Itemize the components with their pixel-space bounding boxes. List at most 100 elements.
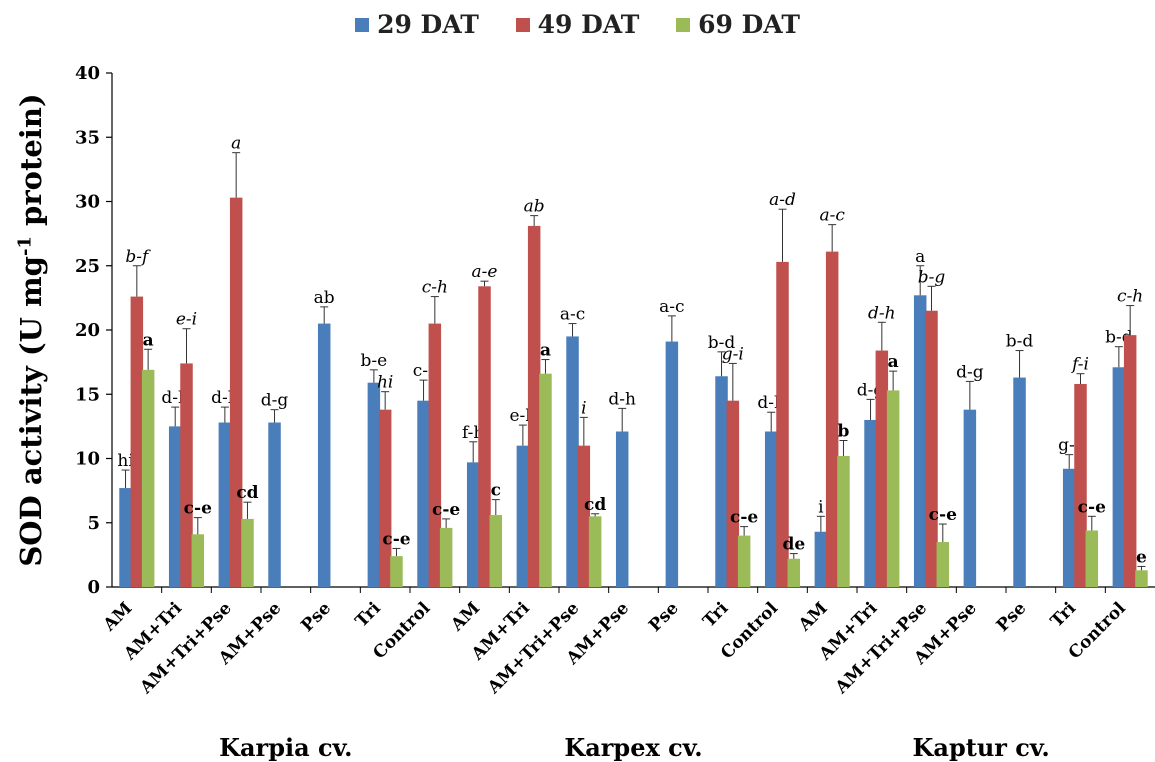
- bar: [478, 286, 491, 587]
- bar: [241, 519, 254, 587]
- x-tick-label: Pse: [297, 598, 335, 636]
- bar: [887, 390, 900, 587]
- bar: [616, 432, 629, 587]
- significance-letter: c-e: [184, 499, 212, 519]
- bar: [578, 446, 591, 587]
- bar: [1063, 469, 1076, 587]
- significance-letter: d-g: [261, 391, 289, 411]
- x-tick-label: Tri: [352, 598, 385, 631]
- y-tick-label: 25: [75, 256, 100, 277]
- significance-letter: d-g: [956, 362, 984, 382]
- significance-letter: c-e: [730, 508, 758, 528]
- bar: [390, 556, 403, 587]
- bar: [1113, 367, 1126, 587]
- bar: [219, 423, 232, 587]
- bar: [666, 342, 679, 587]
- y-tick-label: 30: [75, 192, 100, 213]
- significance-letter: a: [231, 134, 241, 154]
- significance-letter: a-c: [659, 297, 684, 317]
- bar: [1135, 570, 1148, 587]
- bar: [826, 252, 839, 587]
- bar: [727, 401, 740, 587]
- significance-letter: b: [838, 422, 850, 442]
- bar: [368, 383, 381, 587]
- bar: [937, 542, 950, 587]
- significance-letter: de: [782, 535, 805, 555]
- significance-letter: ab: [524, 197, 545, 217]
- bar: [925, 311, 938, 587]
- bar: [815, 532, 828, 587]
- y-tick-label: 15: [75, 384, 100, 405]
- x-tick-label: Pse: [993, 598, 1031, 636]
- significance-letter: cd: [236, 483, 258, 503]
- bar: [528, 226, 541, 587]
- significance-letter: ab: [314, 288, 335, 308]
- bar: [1013, 378, 1026, 587]
- significance-letter: f-i: [1070, 355, 1089, 375]
- x-tick-label: Tri: [699, 598, 732, 631]
- significance-letter: d-h: [608, 389, 636, 409]
- bar: [715, 376, 728, 587]
- bar: [517, 446, 530, 587]
- group-label-karpex: Karpex cv.: [564, 733, 702, 762]
- significance-letter: b-f: [125, 247, 151, 267]
- y-tick-label: 5: [87, 513, 100, 534]
- significance-letter: g-i: [722, 344, 744, 364]
- bar: [738, 536, 751, 587]
- significance-letter: c-e: [432, 500, 460, 520]
- x-tick-label: Pse: [645, 598, 683, 636]
- bar: [964, 410, 977, 587]
- bar: [119, 488, 131, 587]
- y-tick-label: 20: [75, 320, 100, 341]
- bar: [589, 516, 602, 587]
- significance-letter: b-d: [1006, 332, 1034, 352]
- bar: [566, 336, 579, 587]
- bar: [169, 426, 182, 587]
- y-tick-label: 35: [75, 127, 100, 148]
- bar: [788, 559, 801, 587]
- bar: [837, 456, 850, 587]
- significance-letter: e: [1136, 547, 1147, 567]
- significance-letter: b-g: [918, 267, 946, 287]
- significance-letter: a: [888, 352, 899, 372]
- bar: [268, 423, 281, 587]
- significance-letter: i: [818, 497, 824, 517]
- y-tick-label: 0: [87, 577, 100, 598]
- y-tick-label: 10: [75, 449, 100, 470]
- significance-letter: c-e: [1078, 497, 1106, 517]
- bar: [1074, 384, 1087, 587]
- x-tick-label: AM: [794, 598, 832, 636]
- bar: [490, 515, 503, 587]
- significance-letter: a-e: [472, 262, 498, 282]
- group-label-karpia: Karpia cv.: [219, 733, 352, 762]
- bar: [192, 534, 205, 587]
- y-tick-label: 40: [75, 63, 100, 84]
- significance-letter: c: [491, 481, 501, 501]
- significance-letter: cd: [584, 495, 606, 515]
- bar: [864, 420, 877, 587]
- x-tick-label: AM: [447, 598, 485, 636]
- significance-letter: i: [581, 398, 586, 418]
- significance-letter: a: [143, 330, 154, 350]
- bar: [467, 462, 480, 587]
- significance-letter: e-i: [176, 310, 197, 330]
- significance-letter: c-e: [382, 529, 410, 549]
- x-tick-label: AM: [99, 598, 137, 636]
- bar: [142, 370, 155, 587]
- group-label-kaptur: Kaptur cv.: [913, 733, 1050, 762]
- significance-letter: a-d: [769, 190, 796, 210]
- significance-letter: c-h: [422, 278, 448, 298]
- x-tick-label: Tri: [1047, 598, 1080, 631]
- significance-letter: a-c: [560, 305, 585, 325]
- bar: [1124, 335, 1137, 587]
- significance-letter: b-e: [361, 351, 388, 371]
- significance-letter: c-e: [929, 505, 957, 525]
- significance-letter: a: [915, 247, 925, 267]
- significance-letter: hi: [377, 373, 393, 393]
- significance-letter: a-c: [819, 206, 845, 226]
- significance-letter: d-h: [868, 303, 896, 323]
- bar: [539, 374, 552, 587]
- bar: [318, 324, 331, 587]
- bar: [230, 198, 243, 587]
